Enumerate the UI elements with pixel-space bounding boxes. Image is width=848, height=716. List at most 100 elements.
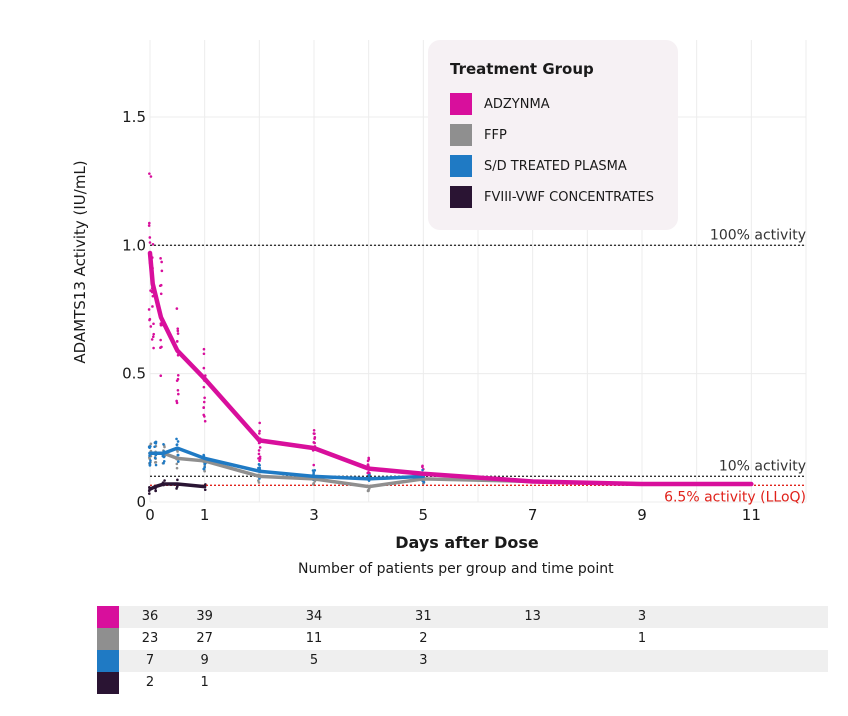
- observation-point: [148, 241, 152, 244]
- observation-point: [151, 242, 155, 246]
- observation-point: [148, 221, 151, 225]
- legend-item: FVIII-VWF CONCENTRATES: [450, 185, 678, 209]
- patient-row-swatch: [97, 650, 119, 672]
- patient-count-cell: 11: [305, 631, 323, 646]
- y-tick-label: 1.5: [122, 108, 146, 126]
- observation-point: [151, 305, 154, 308]
- observation-point: [258, 421, 261, 425]
- observation-point: [153, 461, 157, 464]
- observation-point: [162, 442, 165, 446]
- y-tick-label: 0: [136, 493, 146, 511]
- observation-point: [176, 329, 180, 333]
- y-tick-label: 0.5: [122, 365, 146, 383]
- observation-point: [160, 269, 164, 273]
- patient-count-cell: 31: [415, 609, 432, 624]
- observation-point: [176, 332, 180, 335]
- observation-point: [202, 347, 206, 351]
- series-line-ffp: [148, 451, 754, 489]
- observation-point: [176, 377, 180, 381]
- chart: 100% activity 10% activity 6.5% activity (…: [71, 40, 807, 552]
- patient-row-swatch: [97, 606, 119, 628]
- patient-count-table: 36 39 34 31 13 3 23 27 11 2 1 7 9 5 3 2 1: [97, 606, 828, 694]
- observation-point: [313, 432, 316, 435]
- observation-point: [177, 392, 180, 396]
- observation-point: [147, 308, 151, 311]
- y-axis-label: ADAMTS13 Activity (IU/mL): [71, 160, 89, 363]
- observation-point: [151, 335, 155, 339]
- observation-point: [258, 432, 261, 435]
- observation-point: [257, 466, 260, 470]
- observation-point: [175, 487, 178, 490]
- observation-point: [163, 479, 166, 482]
- patient-count-cell: 1: [200, 675, 209, 690]
- observation-point: [149, 459, 152, 462]
- y-tick-label: 1.0: [122, 236, 146, 254]
- observation-point: [152, 322, 155, 326]
- observation-point: [159, 257, 162, 260]
- observation-point: [258, 459, 261, 462]
- patient-count-cell: 1: [637, 631, 647, 646]
- observation-point: [367, 489, 370, 492]
- observation-point: [421, 468, 424, 472]
- x-tick-label: 0: [145, 506, 155, 524]
- observation-point: [153, 456, 157, 460]
- patient-count-cell: 13: [524, 609, 541, 624]
- legend-item: S/D TREATED PLASMA: [450, 154, 678, 178]
- patient-count-cell: 3: [637, 609, 647, 624]
- legend-item: FFP: [450, 123, 678, 147]
- series-line-adzynma: [147, 250, 754, 487]
- series-lines: [147, 250, 754, 491]
- x-tick-label: 9: [637, 506, 647, 524]
- axes: 0 0.5 1.0 1.5 0 1 3 5 7 9 11: [122, 108, 761, 524]
- observation-point: [312, 471, 315, 474]
- patient-count-cell: 9: [200, 653, 209, 668]
- legend: Treatment Group ADZYNMA FFP S/D TREATED PL…: [428, 40, 678, 230]
- observation-point: [175, 466, 179, 470]
- observation-point: [367, 458, 371, 461]
- observation-point: [257, 481, 261, 484]
- patient-count-row: 36 39 34 31 13 3: [97, 606, 828, 628]
- observation-point: [148, 236, 152, 239]
- observation-point: [159, 338, 162, 342]
- observation-point: [176, 373, 180, 377]
- observation-point: [175, 339, 179, 343]
- x-axis-label: Days after Dose: [395, 533, 539, 552]
- observation-point: [160, 345, 163, 349]
- x-tick-label: 5: [419, 506, 429, 524]
- patient-row-swatch: [97, 672, 119, 694]
- ref-10-label: 10% activity: [719, 458, 806, 474]
- observation-point: [148, 317, 152, 321]
- patient-count-cell: 23: [141, 631, 159, 646]
- observation-point: [176, 450, 179, 453]
- observation-point: [148, 454, 151, 458]
- observation-point: [162, 461, 165, 465]
- observation-point: [421, 465, 424, 469]
- patient-count-cell: 27: [196, 631, 213, 646]
- observation-point: [258, 464, 261, 467]
- observation-point: [312, 463, 316, 467]
- observation-point: [153, 445, 156, 449]
- series-line-s-d-treated-plasma: [148, 446, 426, 481]
- observation-point: [257, 452, 261, 456]
- patient-count-cell: 39: [196, 609, 213, 624]
- observation-point: [149, 175, 153, 178]
- observation-point: [313, 437, 316, 440]
- observation-point: [152, 346, 155, 350]
- observation-point: [159, 283, 163, 287]
- observation-point: [149, 442, 153, 446]
- patient-count-row: 23 27 11 2 1: [97, 628, 828, 650]
- observation-point: [148, 172, 151, 175]
- observation-point: [257, 449, 261, 452]
- observation-point: [176, 478, 179, 482]
- observation-point: [176, 389, 180, 392]
- observation-point: [257, 457, 260, 460]
- observation-point: [203, 419, 207, 423]
- observation-point: [202, 352, 206, 356]
- observation-point: [161, 454, 165, 458]
- observation-point: [147, 224, 151, 227]
- observation-point: [258, 446, 262, 449]
- observation-point: [258, 455, 262, 459]
- observation-point: [176, 453, 180, 457]
- observation-point: [160, 260, 163, 264]
